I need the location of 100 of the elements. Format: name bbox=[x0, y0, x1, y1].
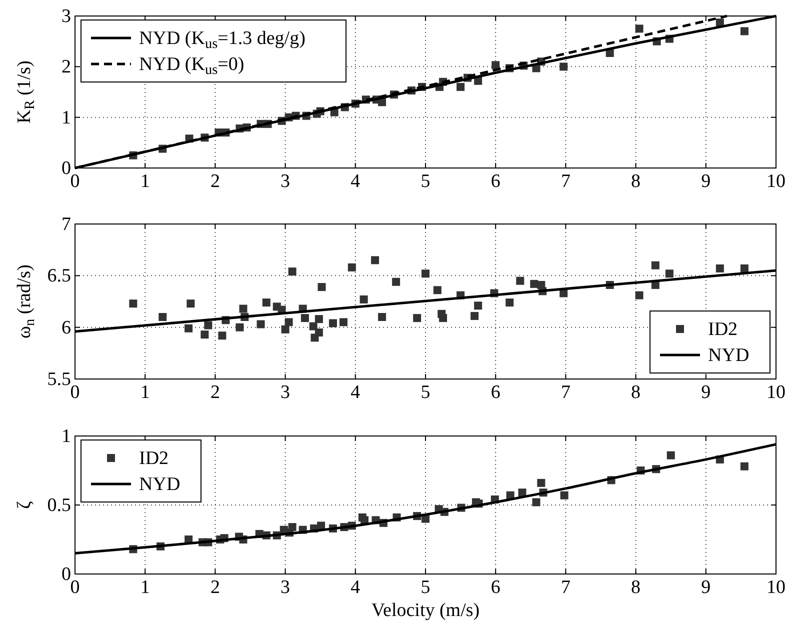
legend-label: ID2 bbox=[139, 448, 169, 469]
point bbox=[236, 323, 244, 332]
point bbox=[537, 478, 546, 487]
point bbox=[239, 304, 248, 313]
point bbox=[200, 330, 209, 339]
y-tick-label: 2 bbox=[62, 56, 71, 78]
y-tick-label: 1 bbox=[62, 426, 71, 447]
y-tick-label: 5.5 bbox=[47, 369, 71, 390]
x-tick-label: 1 bbox=[140, 171, 150, 192]
x-tick-label: 7 bbox=[560, 171, 570, 192]
legend-label: NYD bbox=[139, 474, 180, 495]
x-tick-label: 1 bbox=[140, 577, 150, 598]
point bbox=[716, 264, 724, 272]
x-tick-label: 6 bbox=[490, 171, 500, 192]
y-tick-label: 1 bbox=[62, 107, 71, 128]
point bbox=[309, 322, 318, 330]
x-tick-label: 3 bbox=[280, 171, 290, 192]
point bbox=[433, 286, 442, 294]
x-tick-label: 8 bbox=[631, 171, 641, 192]
point bbox=[651, 261, 660, 270]
x-tick-label: 9 bbox=[701, 577, 711, 598]
point bbox=[288, 523, 296, 532]
legend-label: ID2 bbox=[708, 319, 738, 340]
x-tick-label: 2 bbox=[210, 577, 220, 598]
point bbox=[516, 276, 524, 285]
x-tick-label: 6 bbox=[490, 382, 500, 403]
y-tick-label: 3 bbox=[62, 6, 71, 27]
point bbox=[666, 451, 675, 460]
point bbox=[129, 300, 138, 308]
x-tick-label: 4 bbox=[350, 577, 361, 598]
point bbox=[314, 328, 323, 336]
y-tick-label: 0.5 bbox=[47, 495, 71, 516]
x-tick-label: 9 bbox=[701, 382, 711, 403]
point bbox=[317, 522, 326, 530]
point bbox=[506, 298, 514, 307]
x-tick-label: 5 bbox=[420, 577, 430, 598]
point bbox=[218, 332, 226, 340]
x-tick-label: 3 bbox=[280, 577, 290, 598]
x-tick-label: 7 bbox=[560, 577, 570, 598]
point bbox=[371, 256, 380, 264]
y-tick-label: 6.5 bbox=[47, 266, 71, 287]
x-tick-label: 4 bbox=[350, 171, 361, 192]
x-tick-label: 4 bbox=[350, 382, 361, 403]
x-tick-label: 2 bbox=[210, 171, 220, 192]
point bbox=[665, 270, 674, 278]
point bbox=[284, 318, 293, 326]
point bbox=[348, 263, 356, 272]
point bbox=[184, 324, 193, 332]
point bbox=[392, 278, 400, 286]
point bbox=[288, 268, 296, 276]
y-axis-title: ζ bbox=[14, 500, 35, 509]
point bbox=[158, 313, 167, 321]
x-tick-label: 8 bbox=[631, 382, 641, 403]
point bbox=[204, 321, 212, 330]
x-tick-label: 9 bbox=[701, 171, 711, 192]
point bbox=[474, 302, 482, 310]
x-tick-label: 6 bbox=[490, 577, 500, 598]
x-tick-label: 10 bbox=[766, 577, 786, 598]
point bbox=[314, 315, 323, 324]
point bbox=[740, 264, 748, 272]
point bbox=[300, 314, 309, 322]
point bbox=[740, 27, 748, 36]
point bbox=[339, 318, 348, 326]
point bbox=[422, 270, 430, 278]
x-axis-title: Velocity (m/s) bbox=[371, 600, 480, 621]
x-tick-label: 7 bbox=[560, 382, 570, 403]
point bbox=[328, 319, 337, 328]
point bbox=[281, 325, 290, 334]
x-tick-label: 5 bbox=[420, 171, 430, 192]
point bbox=[492, 61, 500, 70]
x-tick-label: 2 bbox=[210, 382, 220, 403]
point bbox=[532, 498, 540, 506]
point bbox=[518, 488, 526, 497]
x-tick-label: 1 bbox=[140, 382, 150, 403]
legend-label: NYD bbox=[708, 345, 750, 366]
x-tick-label: 3 bbox=[280, 382, 290, 403]
point bbox=[635, 291, 644, 300]
point bbox=[262, 298, 270, 307]
point bbox=[186, 300, 195, 308]
x-tick-label: 10 bbox=[766, 171, 786, 192]
y-tick-label: 7 bbox=[62, 214, 71, 235]
point bbox=[560, 62, 568, 71]
point bbox=[318, 283, 326, 292]
y-tick-label: 0 bbox=[62, 564, 71, 585]
y-tick-label: 0 bbox=[62, 158, 71, 179]
point bbox=[456, 82, 465, 91]
x-tick-label: 8 bbox=[631, 577, 641, 598]
point bbox=[256, 320, 265, 328]
legend-label: NYD (K$_{us}$=1.3 deg/g) bbox=[139, 28, 306, 52]
legend-label: NYD (K$_{us}$=0) bbox=[139, 54, 244, 78]
point bbox=[360, 295, 368, 304]
x-tick-label: 5 bbox=[420, 382, 430, 403]
point bbox=[378, 313, 386, 321]
point bbox=[635, 24, 644, 33]
point bbox=[439, 314, 448, 322]
point bbox=[740, 462, 748, 470]
point bbox=[470, 312, 479, 320]
y-tick-label: 6 bbox=[62, 317, 71, 338]
point bbox=[560, 491, 568, 500]
point bbox=[413, 314, 422, 322]
